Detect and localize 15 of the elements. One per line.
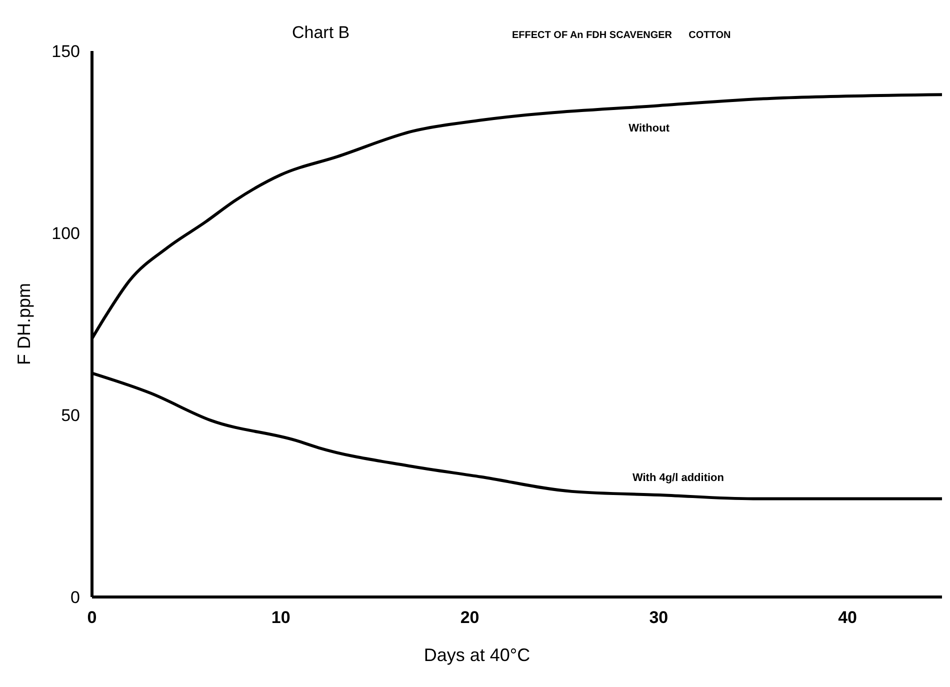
x-axis-title: Days at 40°C — [424, 645, 530, 665]
chart-subtitle: EFFECT OF An FDH SCAVENGER COTTON — [512, 30, 731, 41]
y-axis-title: F DH.ppm — [14, 282, 34, 366]
x-tick-label: 10 — [271, 608, 290, 627]
x-tick-label: 20 — [460, 608, 480, 627]
x-tick-label: 40 — [838, 608, 858, 627]
y-tick-label: 100 — [52, 224, 80, 243]
x-tick-label: 30 — [649, 608, 668, 627]
x-tick-label: 0 — [87, 608, 97, 627]
chart-title: Chart B — [292, 23, 350, 42]
series-label: With 4g/l addition — [632, 472, 724, 484]
series-label: Without — [628, 122, 670, 135]
y-tick-label: 0 — [70, 588, 80, 607]
y-tick-label: 50 — [61, 406, 80, 425]
y-tick-label: 150 — [52, 42, 80, 61]
